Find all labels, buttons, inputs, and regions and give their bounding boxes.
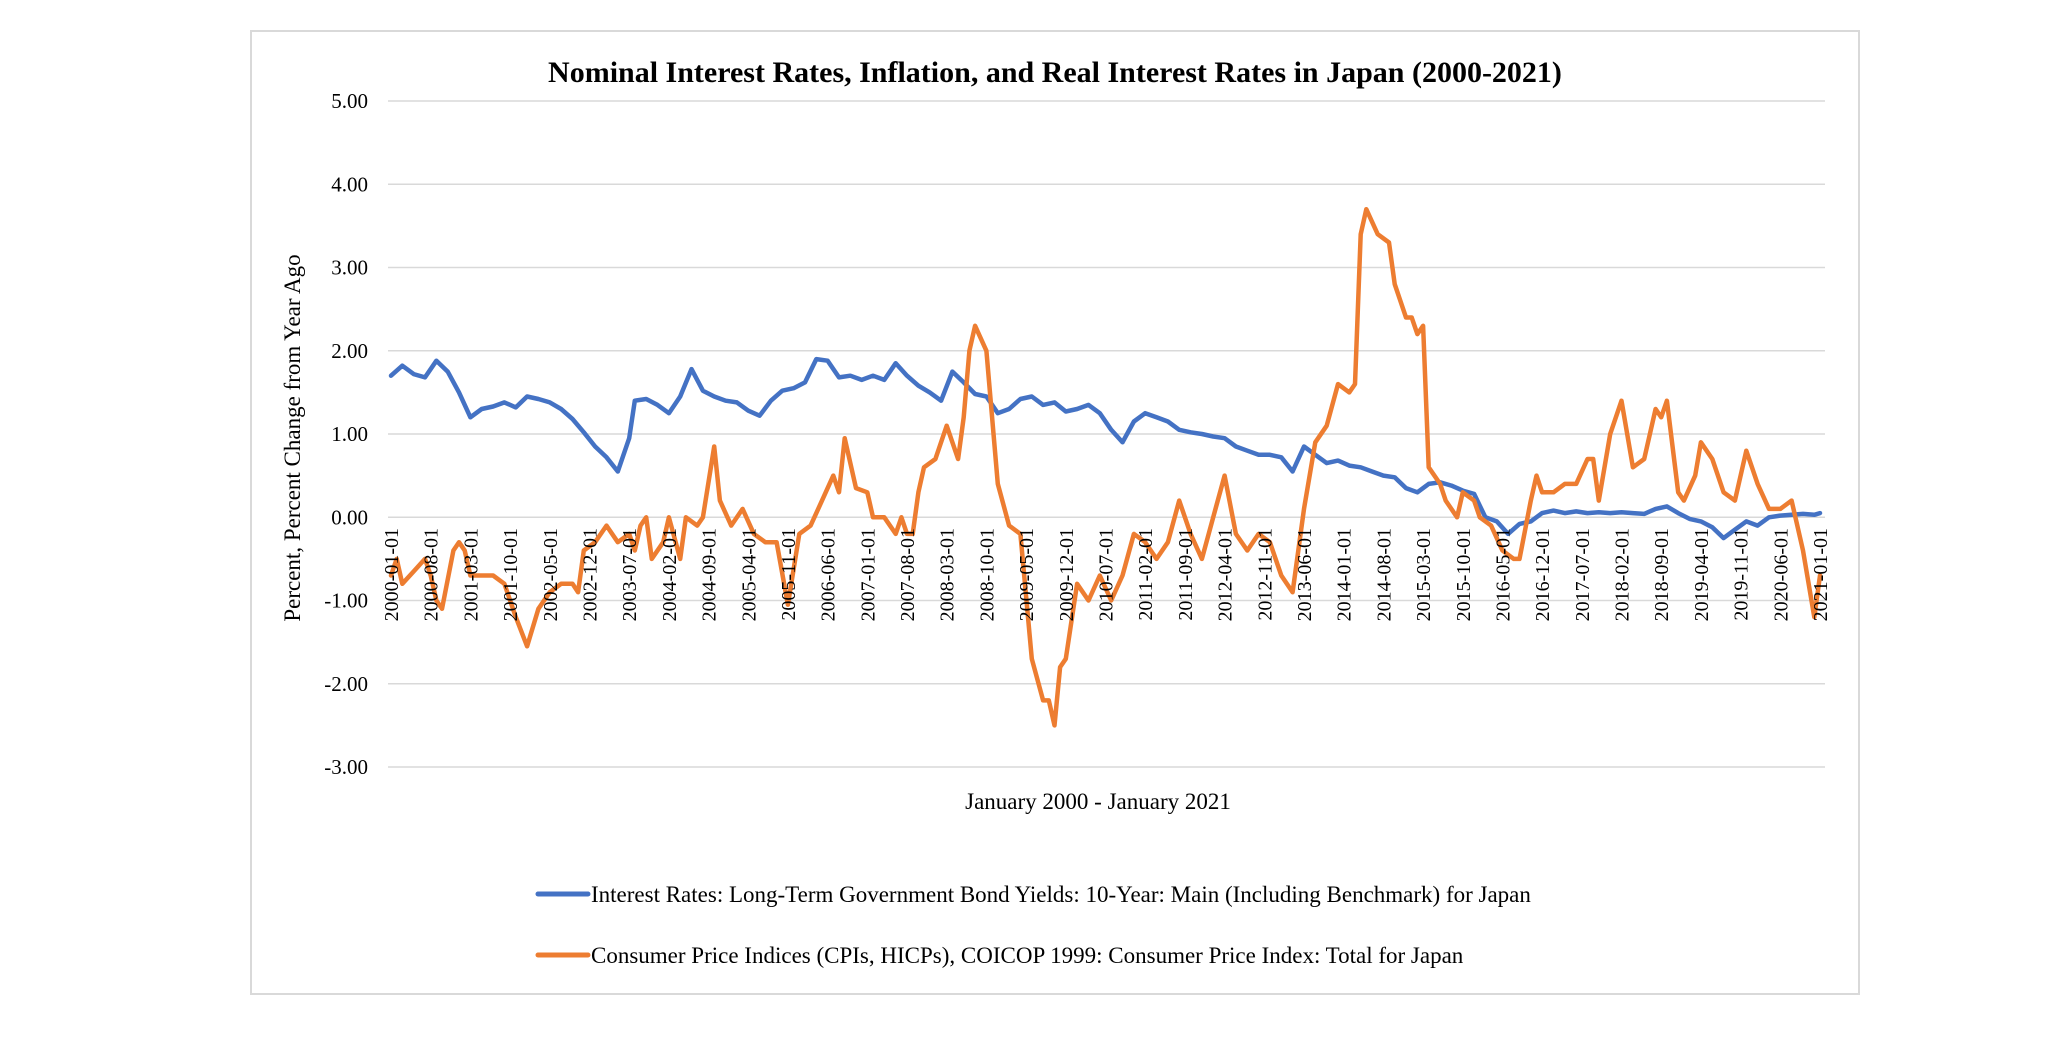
x-tick-label: 2015-03-01: [1413, 528, 1435, 621]
y-tick-label: 3.00: [331, 256, 368, 280]
y-tick-label: -1.00: [324, 589, 368, 613]
x-tick-label: 2014-08-01: [1373, 528, 1395, 621]
gridlines: [388, 100, 1825, 768]
x-tick-label: 2016-12-01: [1532, 528, 1554, 621]
x-axis-ticks: 2000-01-01 2000-08-01 2001-03-01 2001-10-01…: [381, 528, 1832, 621]
series-line-2: [388, 206, 1823, 728]
series-line-1: [388, 356, 1823, 541]
y-axis-ticks: 5.00 4.00 3.00 2.00 1.00 0.00 -1.00 -2.00 -3.00: [324, 89, 368, 779]
y-axis-label: Percent, Percent Change from Year Ago: [280, 254, 305, 621]
y-tick-label: 2.00: [331, 339, 368, 363]
x-tick-label: 2017-07-01: [1572, 528, 1594, 621]
x-tick-label: 2019-11-01: [1731, 528, 1753, 621]
x-tick-label: 2008-03-01: [937, 528, 959, 621]
x-tick-label: 2016-05-01: [1492, 528, 1514, 621]
y-tick-label: 4.00: [331, 172, 368, 196]
x-tick-label: 2020-06-01: [1770, 528, 1792, 621]
x-tick-label: 2014-01-01: [1334, 528, 1356, 621]
x-tick-label: 2001-10-01: [500, 528, 522, 621]
x-tick-label: 2015-10-01: [1453, 528, 1475, 621]
x-tick-label: 2006-06-01: [818, 528, 840, 621]
x-tick-label: 2004-09-01: [699, 528, 721, 621]
x-tick-label: 2000-08-01: [421, 528, 443, 621]
legend-label-1: Interest Rates: Long-Term Government Bon…: [591, 882, 1531, 907]
y-tick-label: 1.00: [331, 422, 368, 446]
x-tick-label: 2007-08-01: [897, 528, 919, 621]
x-tick-label: 2007-01-01: [857, 528, 879, 621]
x-tick-label: 2013-06-01: [1294, 528, 1316, 621]
x-tick-label: 2018-09-01: [1651, 528, 1673, 621]
y-tick-label: -2.00: [324, 672, 368, 696]
x-tick-label: 2002-05-01: [540, 528, 562, 621]
x-axis-label: January 2000 - January 2021: [965, 789, 1231, 814]
y-tick-label: 0.00: [331, 505, 368, 529]
x-tick-label: 2008-10-01: [976, 528, 998, 621]
x-tick-label: 2010-07-01: [1096, 528, 1118, 621]
x-tick-label: 2002-12-01: [580, 528, 602, 621]
legend: Interest Rates: Long-Term Government Bon…: [535, 882, 1531, 968]
x-tick-label: 2009-05-01: [1016, 528, 1038, 621]
chart-title: Nominal Interest Rates, Inflation, and R…: [548, 56, 1562, 89]
x-tick-label: 2018-02-01: [1612, 528, 1634, 621]
x-tick-label: 2005-11-01: [778, 528, 800, 621]
x-tick-label: 2009-12-01: [1056, 528, 1078, 621]
x-tick-label: 2011-09-01: [1175, 528, 1197, 621]
x-tick-label: 2011-02-01: [1135, 528, 1157, 621]
x-tick-label: 2021-01-01: [1810, 528, 1832, 621]
series-lines: [388, 206, 1823, 728]
y-tick-label: -3.00: [324, 755, 368, 779]
x-tick-label: 2000-01-01: [381, 528, 403, 621]
x-tick-label: 2004-02-01: [659, 528, 681, 621]
x-tick-label: 2012-11-01: [1254, 528, 1276, 621]
x-tick-label: 2005-04-01: [738, 528, 760, 621]
x-tick-label: 2019-04-01: [1691, 528, 1713, 621]
x-tick-label: 2012-04-01: [1215, 528, 1237, 621]
y-tick-label: 5.00: [331, 89, 368, 113]
x-tick-label: 2003-07-01: [619, 528, 641, 621]
x-tick-label: 2001-03-01: [460, 528, 482, 621]
legend-label-2: Consumer Price Indices (CPIs, HICPs), CO…: [591, 943, 1464, 968]
